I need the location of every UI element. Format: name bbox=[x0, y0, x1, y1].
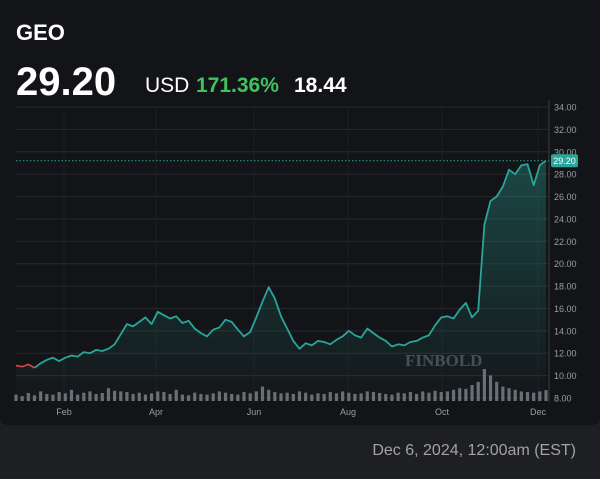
last-price-label: 29.20 bbox=[553, 156, 576, 166]
price-area bbox=[16, 160, 546, 398]
change-value: 18.44 bbox=[294, 74, 347, 97]
y-tick-label: 28.00 bbox=[554, 170, 577, 180]
y-tick-label: 20.00 bbox=[554, 259, 577, 269]
y-tick-label: 24.00 bbox=[554, 214, 577, 224]
x-tick-label: Jun bbox=[247, 407, 262, 417]
price-line-negative bbox=[15, 363, 35, 369]
current-price: 29.20 bbox=[16, 60, 117, 104]
currency-label: USD bbox=[145, 74, 190, 97]
change-percent: 171.36% bbox=[196, 74, 279, 97]
y-tick-label: 34.00 bbox=[554, 103, 577, 113]
ticker-symbol: GEO bbox=[16, 20, 65, 45]
y-tick-label: 12.00 bbox=[554, 349, 577, 359]
price-line bbox=[33, 159, 547, 369]
x-tick-label: Aug bbox=[340, 407, 356, 417]
price-chart[interactable]: 34.00 32.00 30.00 28.00 26.00 24.00 22.00 20.00… bbox=[0, 0, 600, 425]
volume-bar bbox=[186, 395, 191, 401]
y-tick-label: 30.00 bbox=[554, 147, 577, 157]
volume-bar bbox=[20, 396, 24, 401]
y-tick-label: 10.00 bbox=[554, 371, 577, 381]
chart-card: GEO 29.20 USD 171.36% 18.44 34.00 32.00 30… bbox=[0, 0, 600, 425]
y-tick-label: 26.00 bbox=[554, 192, 577, 202]
y-tick-label: 18.00 bbox=[554, 282, 577, 292]
y-tick-label: 14.00 bbox=[554, 326, 577, 336]
y-tick-label: 32.00 bbox=[554, 125, 577, 135]
x-tick-label: Dec bbox=[530, 407, 547, 417]
x-tick-label: Feb bbox=[56, 407, 72, 417]
volume-bar bbox=[32, 395, 37, 401]
last-price-tag bbox=[551, 154, 578, 168]
y-tick-label: 22.00 bbox=[554, 237, 577, 247]
x-tick-label: Apr bbox=[149, 407, 163, 417]
x-tick-label: Oct bbox=[435, 407, 450, 417]
y-tick-label: 8.00 bbox=[554, 394, 572, 404]
timestamp: Dec 6, 2024, 12:00am (EST) bbox=[372, 442, 576, 459]
y-tick-label: 16.00 bbox=[554, 304, 577, 314]
